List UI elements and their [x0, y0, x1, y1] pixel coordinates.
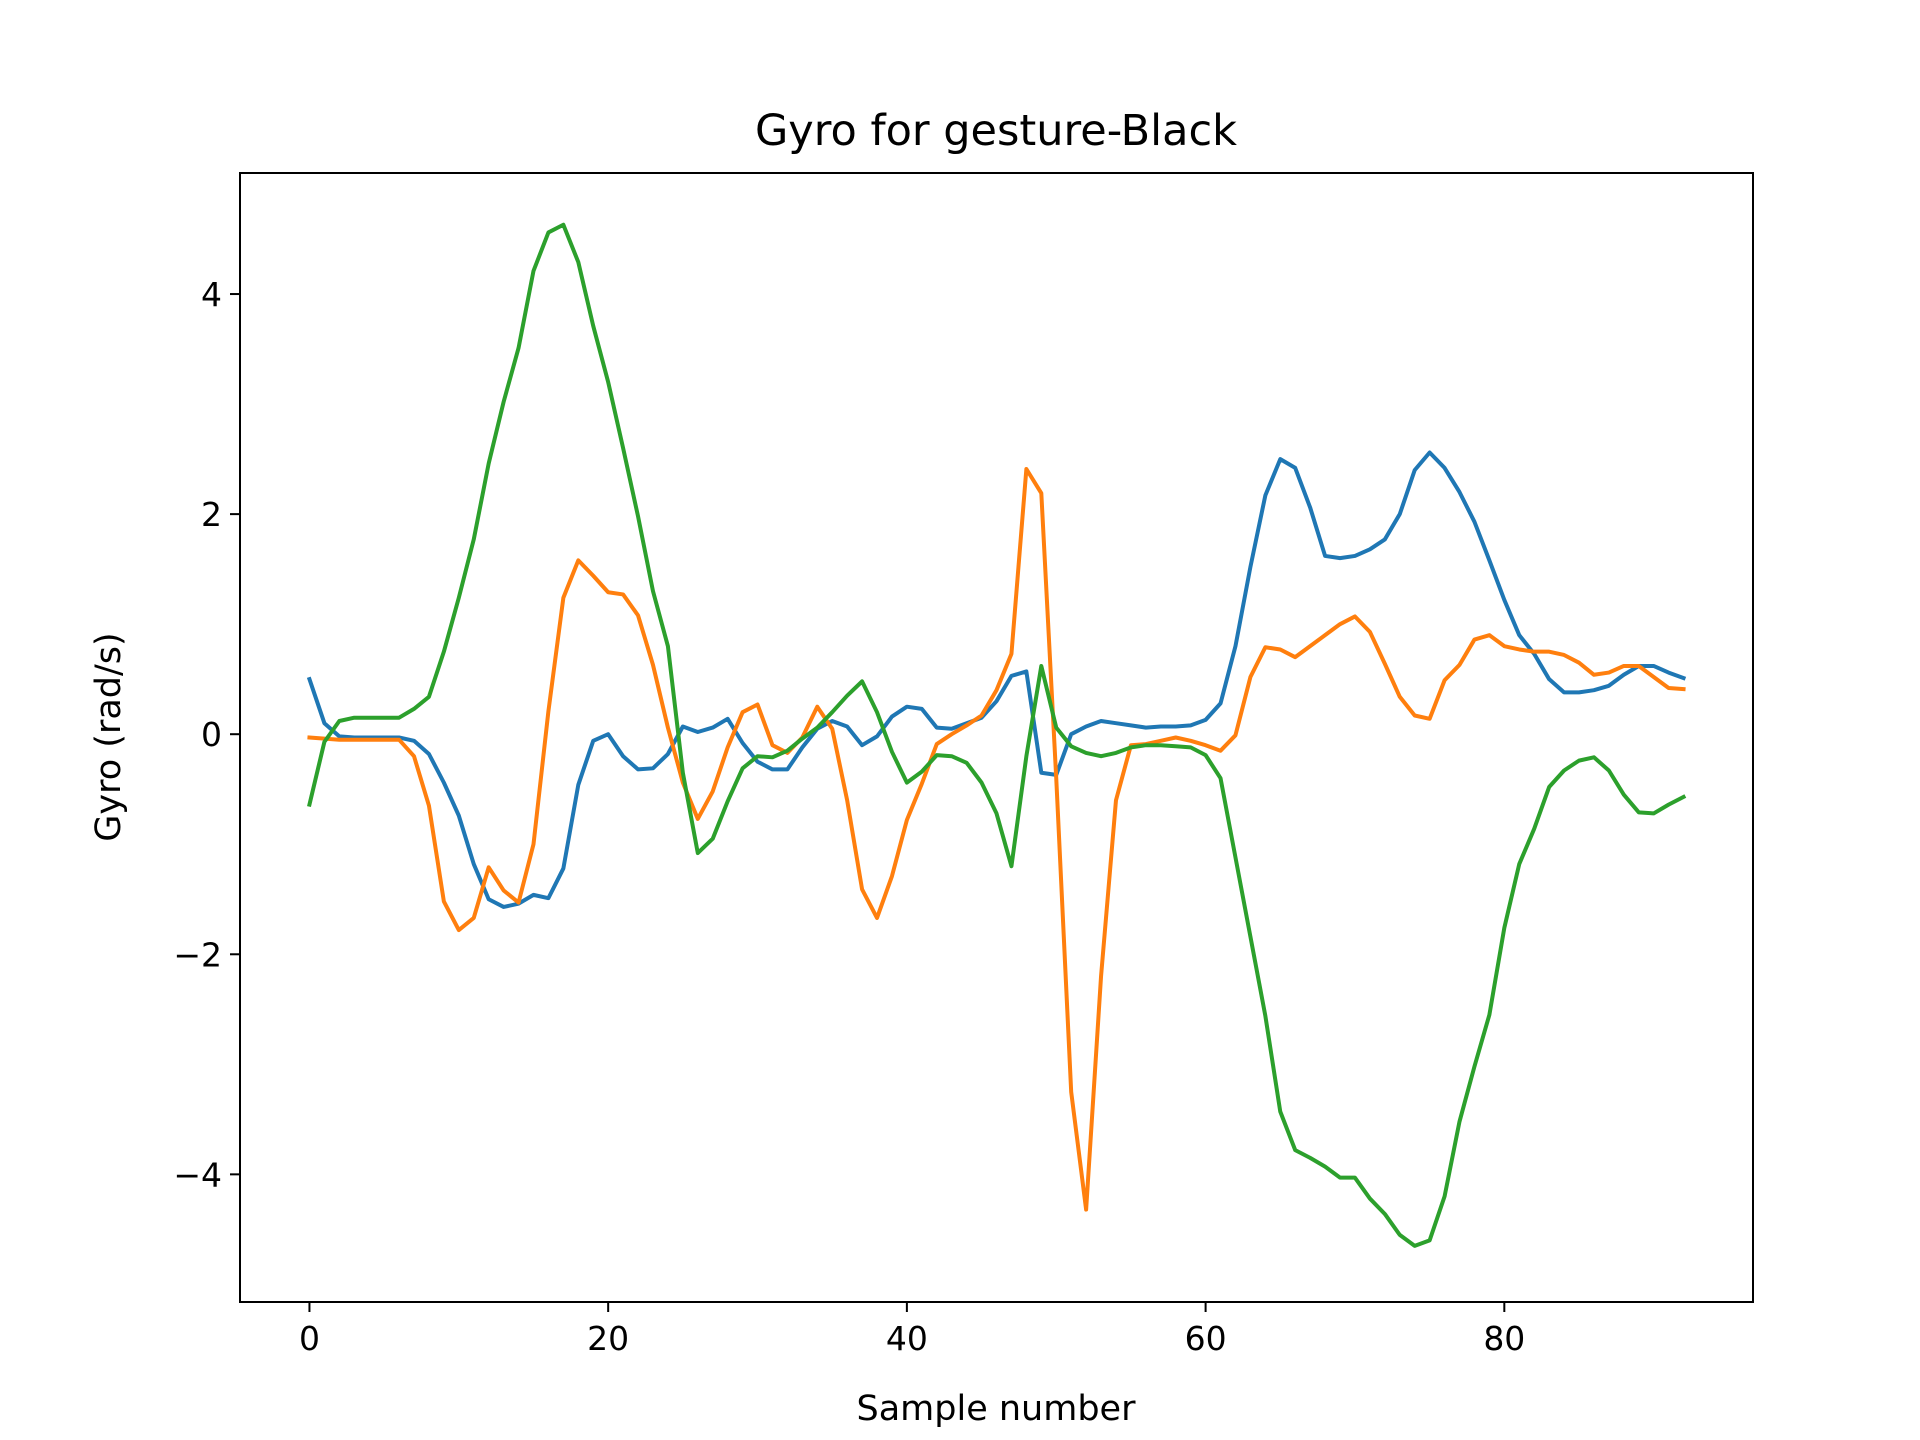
y-axis: −4 −2 0 2 4: [173, 275, 240, 1194]
x-axis: 0 20 40 60 80: [299, 1302, 1525, 1358]
chart-title: Gyro for gesture-Black: [755, 106, 1237, 156]
y-tick-label: −4: [173, 1155, 222, 1194]
y-tick-label: 2: [201, 495, 222, 534]
x-tick-label: 80: [1483, 1319, 1525, 1358]
y-tick-label: 4: [201, 275, 222, 314]
series-line-1: [306, 450, 1687, 909]
series-line-3: [307, 222, 1687, 1248]
series-layer: [306, 222, 1687, 1248]
series-line-2: [307, 467, 1686, 1212]
x-axis-label: Sample number: [857, 1389, 1137, 1429]
x-tick-label: 40: [886, 1319, 928, 1358]
x-tick-label: 60: [1185, 1319, 1227, 1358]
plot-frame: [239, 172, 1754, 1303]
y-tick-label: 0: [201, 715, 222, 754]
x-tick-label: 20: [587, 1319, 629, 1358]
x-tick-label: 0: [299, 1319, 320, 1358]
y-axis-label: Gyro (rad/s): [89, 632, 129, 841]
y-tick-label: −2: [173, 935, 222, 974]
